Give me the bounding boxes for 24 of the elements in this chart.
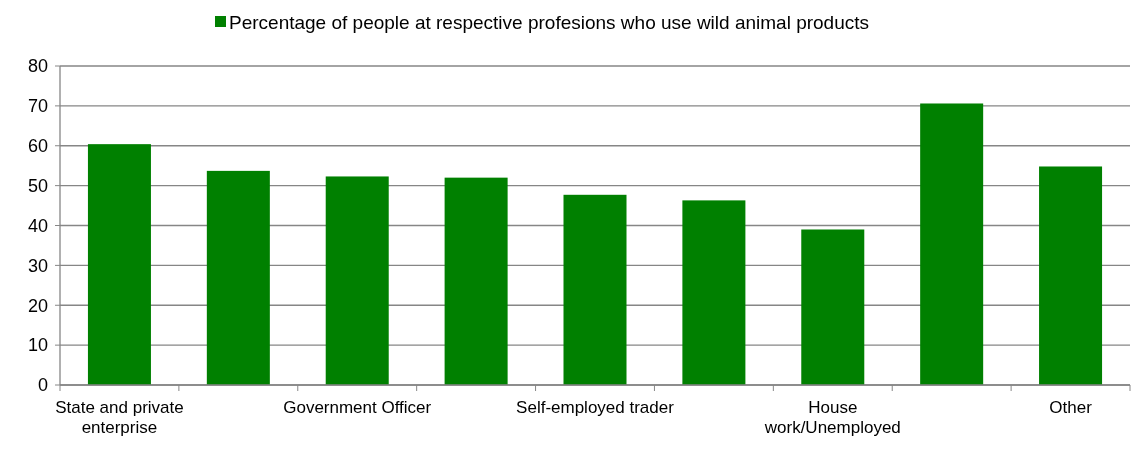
- y-tick-label: 40: [27, 215, 48, 236]
- y-tick-label: 50: [27, 175, 48, 196]
- y-tick-label: 30: [27, 255, 48, 276]
- bar: [206, 170, 270, 385]
- bar: [444, 177, 508, 385]
- y-tick-label: 0: [37, 375, 48, 396]
- x-tick-label: House work/Unemployed: [763, 398, 901, 437]
- bar: [1039, 166, 1103, 385]
- bar: [325, 176, 389, 385]
- x-tick-label: Government Officer: [283, 398, 432, 417]
- legend-label: Percentage of people at respective profesions who use wild animal products: [229, 11, 870, 33]
- bar: [87, 144, 151, 385]
- bar: [682, 200, 746, 385]
- y-tick-label: 70: [27, 96, 48, 117]
- y-tick-label: 80: [27, 56, 48, 77]
- x-tick-label: State and private enterprise: [55, 398, 184, 437]
- y-tick-label: 20: [27, 295, 48, 316]
- x-tick-label: Self-employed trader: [516, 398, 675, 417]
- y-tick-label: 60: [27, 136, 48, 157]
- bar: [801, 229, 865, 385]
- bar: [563, 194, 627, 385]
- bar: [920, 103, 984, 385]
- x-tick-label: Other: [1049, 398, 1093, 417]
- y-tick-label: 10: [27, 335, 48, 356]
